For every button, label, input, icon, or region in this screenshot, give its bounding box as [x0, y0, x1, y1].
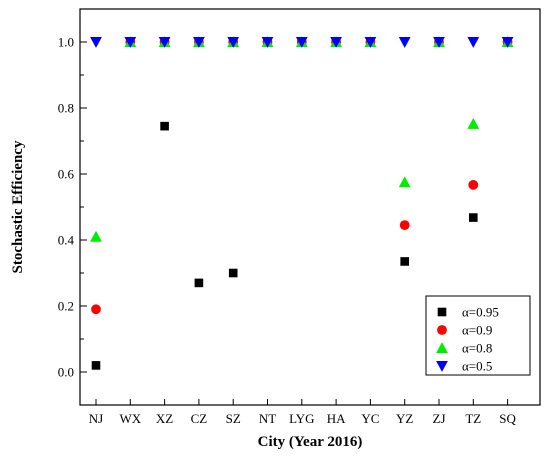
data-point-triangle-down: [433, 36, 445, 48]
data-point-square: [400, 257, 409, 266]
y-tick-label: 0.6: [58, 167, 75, 182]
y-tick-label: 0.0: [58, 365, 74, 380]
legend-marker-triangle-down: [436, 360, 448, 372]
legend-label: α=0.9: [462, 323, 492, 338]
legend: α=0.95 α=0.9 α=0.8 α=0.5: [425, 295, 531, 376]
data-point-triangle-down: [295, 36, 308, 48]
x-axis: NJ WX XZ CZ SZ NT LYG HA YC YZ ZJ TZ SQ: [89, 399, 517, 426]
data-point-circle: [399, 220, 410, 231]
x-tick-label: YC: [361, 411, 379, 426]
data-point-triangle-down: [124, 36, 137, 48]
series-triangle-up: [90, 36, 514, 242]
legend-marker-triangle-up: [436, 342, 448, 354]
data-point-square: [91, 361, 101, 370]
y-axis: 0.0 0.2 0.4 0.6 0.8 1.0: [58, 8, 87, 406]
x-tick-label: SQ: [499, 411, 516, 426]
data-point-square: [469, 213, 478, 222]
y-tick-label: 0.4: [58, 233, 75, 248]
x-tick-label: NJ: [89, 411, 103, 426]
data-point-triangle-down: [193, 36, 205, 48]
y-tick-label: 0.2: [58, 299, 74, 314]
data-point-circle: [468, 179, 479, 190]
data-point-triangle-up: [398, 176, 411, 188]
data-point-triangle-down: [90, 36, 102, 48]
series-circle: [91, 37, 513, 315]
data-point-triangle-down: [398, 36, 411, 48]
data-point-triangle-down: [158, 36, 171, 48]
legend-label: α=0.5: [462, 359, 492, 374]
data-point-triangle-down: [364, 36, 377, 48]
legend-label: α=0.8: [462, 341, 492, 356]
data-point-triangle-down: [501, 36, 514, 48]
data-point-square: [194, 278, 204, 288]
data-point-square: [160, 121, 169, 131]
x-tick-label: WX: [119, 411, 141, 426]
data-point-square: [228, 268, 238, 278]
y-tick-label: 0.8: [58, 101, 74, 116]
data-point-triangle-down: [227, 36, 240, 48]
x-tick-label: LYG: [289, 411, 314, 426]
y-axis-title: Stochastic Efficiency: [10, 140, 26, 273]
data-point-triangle-up: [90, 230, 102, 242]
data-points: [90, 36, 514, 370]
x-tick-label: ZJ: [433, 411, 446, 426]
x-tick-label: HA: [327, 411, 346, 426]
data-point-triangle-up: [467, 117, 480, 129]
y-tick-label: 1.0: [58, 35, 74, 50]
legend-label: α=0.95: [462, 305, 499, 320]
data-point-triangle-down: [330, 36, 342, 48]
legend-marker-square: [437, 307, 447, 317]
data-point-triangle-down: [261, 36, 274, 48]
series-triangle-down: [90, 36, 514, 48]
data-point-triangle-down: [467, 36, 480, 48]
x-tick-label: CZ: [191, 411, 208, 426]
data-point-circle: [91, 304, 101, 315]
x-tick-label: NT: [259, 411, 276, 426]
x-tick-label: TZ: [465, 411, 481, 426]
x-tick-label: XZ: [156, 411, 173, 426]
x-axis-title: City (Year 2016): [258, 434, 363, 450]
x-tick-label: YZ: [396, 411, 413, 426]
legend-marker-circle: [437, 325, 447, 335]
x-tick-label: SZ: [226, 411, 241, 426]
